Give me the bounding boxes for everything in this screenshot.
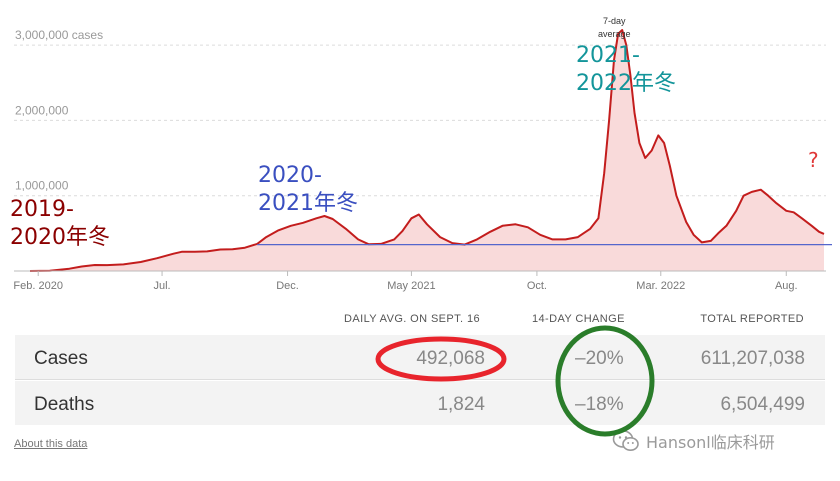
chart-labels: 1,000,000 2,000,000 3,000,000 cases Feb. 20… bbox=[13, 16, 797, 292]
table-row-deaths: Deaths 1,824 –18% 6,504,499 bbox=[15, 381, 825, 425]
about-this-data-link[interactable]: About this data bbox=[14, 438, 88, 450]
wechat-icon bbox=[612, 430, 639, 451]
x-tick-label: Dec. bbox=[276, 280, 299, 292]
deaths-14-day-change: –18% bbox=[575, 394, 624, 415]
cases-chart: 1,000,000 2,000,000 3,000,000 cases Feb. 20… bbox=[13, 16, 832, 292]
watermark: Hansonl临床科研 bbox=[612, 428, 775, 454]
annotation-line: 2021年冬 bbox=[258, 191, 358, 217]
annotation-line: 2019- bbox=[10, 197, 74, 222]
x-axis bbox=[14, 270, 826, 276]
x-tick-label: Mar. 2022 bbox=[636, 280, 685, 292]
cases-total-reported: 611,207,038 bbox=[700, 348, 805, 369]
chart-area-layer bbox=[29, 29, 825, 272]
chart-gridlines bbox=[14, 44, 826, 197]
annotation-winter-2021: 2021- 2022年冬 bbox=[576, 42, 676, 98]
y-tick-label: 2,000,000 bbox=[15, 103, 69, 117]
cases-14-day-change: –20% bbox=[575, 348, 624, 369]
row-label: Deaths bbox=[34, 394, 95, 415]
deaths-daily-avg: 1,824 bbox=[437, 394, 485, 415]
average-label-line1: 7-day bbox=[603, 16, 626, 26]
x-tick-label: Feb. 2020 bbox=[13, 280, 63, 292]
y-tick-label: 3,000,000 cases bbox=[15, 28, 103, 42]
question-mark-annotation: ? bbox=[808, 148, 819, 172]
deaths-total-reported: 6,504,499 bbox=[720, 394, 805, 415]
average-label-line2: average bbox=[598, 29, 631, 39]
x-tick-label: Jul. bbox=[153, 280, 170, 292]
annotation-line: 2020- bbox=[258, 163, 322, 188]
x-tick-label: May 2021 bbox=[387, 280, 435, 292]
annotation-line: 2022年冬 bbox=[576, 71, 676, 97]
row-label: Cases bbox=[34, 348, 88, 369]
annotation-winter-2019: 2019- 2020年冬 bbox=[10, 196, 110, 252]
annotation-line: 2020年冬 bbox=[10, 225, 110, 251]
annotation-line: 2021- bbox=[576, 43, 640, 68]
y-tick-label: 1,000,000 bbox=[15, 179, 69, 193]
cases-daily-avg: 492,068 bbox=[416, 348, 485, 369]
table-row-cases: Cases 492,068 –20% 611,207,038 bbox=[15, 335, 825, 380]
header-daily-avg: DAILY AVG. ON SEPT. 16 bbox=[344, 313, 480, 325]
x-tick-label: Aug. bbox=[775, 280, 798, 292]
cases-7-day-average-line bbox=[29, 29, 825, 272]
annotation-winter-2020: 2020- 2021年冬 bbox=[258, 162, 358, 218]
header-14-day-change: 14-DAY CHANGE bbox=[532, 313, 625, 325]
watermark-text: Hansonl临床科研 bbox=[646, 433, 775, 452]
header-total-reported: TOTAL REPORTED bbox=[700, 313, 804, 325]
cases-area-fill bbox=[30, 30, 824, 271]
x-tick-label: Oct. bbox=[527, 280, 547, 292]
